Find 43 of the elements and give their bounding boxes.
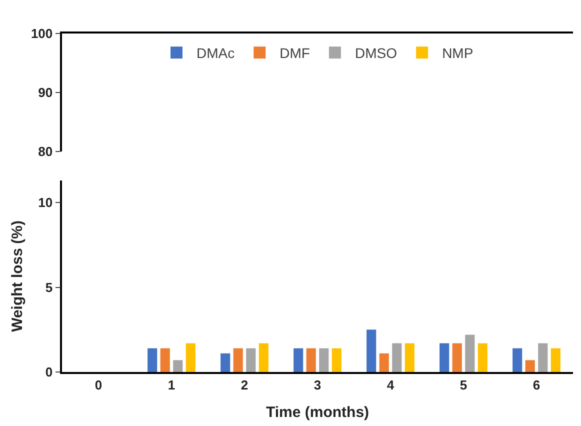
x-axis-title: Time (months) (266, 404, 370, 421)
y-tick-label: 80 (38, 144, 53, 159)
bar (332, 348, 342, 372)
bar (148, 348, 158, 372)
bar (233, 348, 243, 372)
bar (404, 343, 414, 372)
bar (173, 360, 183, 372)
y-tick-label: 100 (30, 26, 53, 41)
x-tick-label: 2 (240, 377, 248, 392)
y-tick-label: 90 (38, 84, 53, 100)
bar (465, 334, 475, 372)
legend-label: DMAc (196, 45, 235, 62)
y-tick-label: 5 (45, 280, 53, 295)
legend-label: DMSO (354, 45, 398, 62)
legend-label: DMF (280, 45, 310, 62)
bar (220, 353, 230, 372)
bar (246, 348, 256, 372)
x-tick-label: 3 (314, 377, 322, 392)
bar (294, 348, 304, 372)
bar (550, 348, 560, 372)
bar (478, 343, 488, 372)
bar (440, 343, 450, 372)
bar (258, 343, 268, 372)
bar (392, 343, 402, 372)
legend-label: NMP (442, 45, 474, 62)
y-tick-label: 0 (45, 364, 53, 380)
x-tick-label: 6 (532, 377, 540, 392)
bar (319, 348, 329, 372)
x-tick-label: 4 (386, 377, 395, 392)
x-tick-label: 1 (168, 377, 176, 392)
bar (379, 353, 389, 372)
y-tick-label: 10 (38, 195, 53, 210)
y-axis-title: Weight loss (%) (8, 220, 26, 332)
bar (160, 348, 170, 372)
bar (512, 348, 522, 372)
bar (366, 330, 376, 372)
x-tick-label: 5 (460, 377, 468, 392)
bar (306, 348, 316, 372)
bar (452, 343, 462, 372)
bar (538, 343, 548, 372)
bar (186, 343, 196, 372)
x-tick-label: 0 (94, 377, 102, 392)
bar (525, 360, 535, 372)
